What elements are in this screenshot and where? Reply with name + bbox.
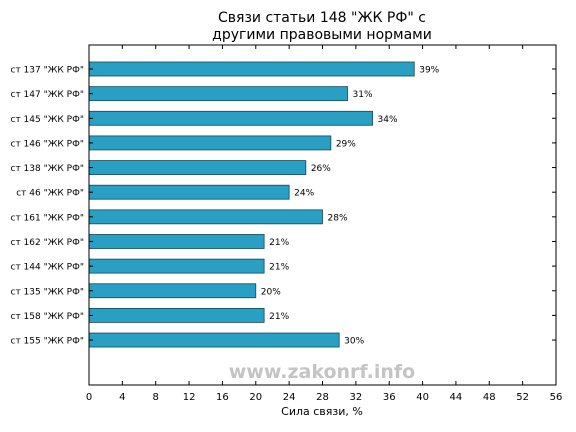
bar: [88, 110, 373, 126]
category-label: ст 155 "ЖК РФ": [11, 337, 85, 347]
x-tick-label: 24: [283, 392, 296, 403]
category-label: ст 161 "ЖК РФ": [11, 213, 85, 223]
bar: [88, 86, 348, 102]
watermark-text: www.zakonrf.info: [229, 361, 415, 383]
x-tick-label: 36: [383, 392, 396, 403]
bar-value-label: 34%: [378, 115, 398, 125]
bar: [88, 332, 340, 348]
chart-title-line-2: другими правовыми нормами: [212, 27, 432, 43]
x-tick-label: 20: [249, 392, 262, 403]
x-tick-label: 56: [550, 392, 563, 403]
bar-value-label: 20%: [261, 287, 281, 297]
bar: [88, 61, 415, 77]
bar: [88, 135, 332, 151]
bar-value-label: 24%: [294, 189, 314, 199]
bar-value-label: 30%: [344, 337, 364, 347]
bar: [88, 283, 257, 299]
chart-title-line-1: Связи статьи 148 "ЖК РФ" с: [218, 10, 426, 26]
x-tick-label: 12: [183, 392, 196, 403]
bar-value-label: 26%: [311, 164, 331, 174]
category-label: ст 162 "ЖК РФ": [11, 238, 85, 248]
x-tick-label: 40: [416, 392, 429, 403]
x-tick-label: 44: [450, 392, 463, 403]
x-tick-label: 4: [119, 392, 125, 403]
bar: [88, 307, 265, 323]
bar: [88, 160, 307, 175]
x-tick-label: 0: [86, 392, 92, 403]
bar: [88, 234, 265, 249]
x-tick-label: 48: [483, 392, 496, 403]
plot-frame: [88, 44, 557, 386]
x-tick-label: 28: [316, 392, 329, 403]
category-label: ст 158 "ЖК РФ": [11, 312, 85, 322]
category-label: ст 144 "ЖК РФ": [11, 263, 85, 273]
bar-value-label: 21%: [269, 312, 289, 322]
bar: [88, 258, 265, 274]
category-label: ст 138 "ЖК РФ": [11, 164, 85, 174]
x-tick-label: 8: [153, 392, 159, 403]
category-label: ст 137 "ЖК РФ": [11, 66, 85, 76]
bar-value-label: 39%: [419, 66, 439, 76]
category-label: ст 146 "ЖК РФ": [11, 139, 85, 149]
bar-value-label: 28%: [328, 213, 348, 223]
category-label: ст 145 "ЖК РФ": [11, 115, 85, 125]
bar: [88, 209, 323, 225]
bar-value-label: 31%: [353, 90, 373, 100]
bar-value-label: 21%: [269, 238, 289, 248]
category-label: ст 147 "ЖК РФ": [11, 90, 85, 100]
bar-value-label: 29%: [336, 139, 356, 149]
category-label: ст 135 "ЖК РФ": [11, 287, 85, 297]
x-tick-label: 32: [349, 392, 362, 403]
bar-value-label: 21%: [269, 263, 289, 273]
bar: [88, 184, 290, 200]
category-label: ст 46 "ЖК РФ": [16, 189, 84, 199]
x-axis-label: Сила связи, %: [281, 405, 363, 418]
x-tick-label: 16: [216, 392, 229, 403]
x-tick-label: 52: [516, 392, 529, 403]
